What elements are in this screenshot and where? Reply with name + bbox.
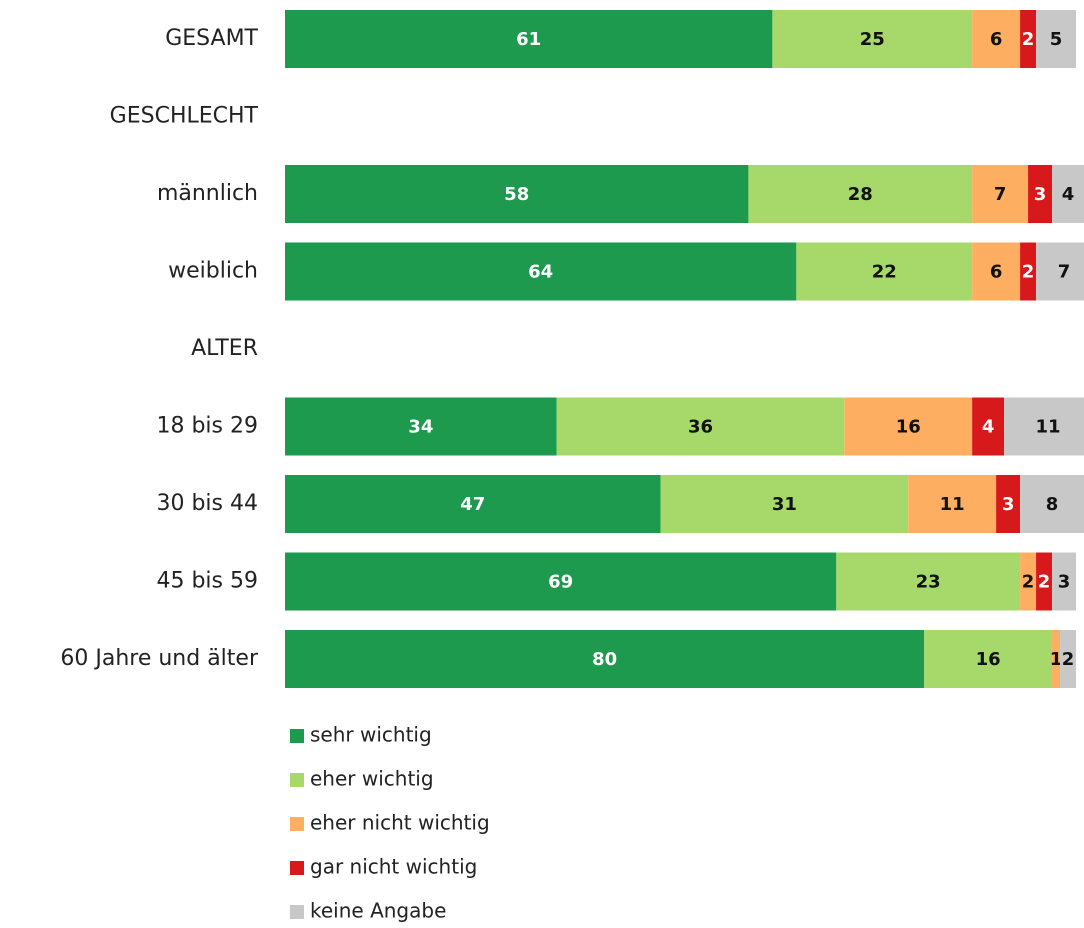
value-label: 2 bbox=[1038, 572, 1051, 593]
bar-segment bbox=[972, 165, 1029, 223]
value-label: 8 bbox=[1046, 494, 1059, 515]
bar-segment bbox=[1036, 242, 1084, 301]
category-label: 18 bis 29 bbox=[156, 414, 258, 439]
value-label: 2 bbox=[1062, 649, 1075, 670]
bar-segment bbox=[1020, 475, 1084, 533]
bar-segment bbox=[844, 397, 973, 456]
value-label: 16 bbox=[976, 649, 1001, 670]
bar-segment bbox=[1052, 630, 1061, 688]
category-label: 60 Jahre und älter bbox=[60, 646, 259, 671]
value-label: 4 bbox=[1062, 184, 1075, 205]
bar-segment bbox=[1020, 10, 1037, 68]
legend-label: eher nicht wichtig bbox=[310, 811, 490, 835]
legend-swatch bbox=[290, 861, 304, 875]
value-label: 69 bbox=[548, 572, 573, 593]
value-label: 61 bbox=[516, 29, 541, 50]
bar-segment bbox=[1036, 552, 1053, 611]
legend-label: eher wichtig bbox=[310, 767, 434, 791]
bar-segment bbox=[836, 552, 1021, 611]
bar-segment bbox=[1052, 165, 1084, 223]
value-label: 25 bbox=[860, 29, 885, 50]
bar-segment bbox=[285, 165, 749, 223]
bar-segment bbox=[1028, 165, 1053, 223]
legend-swatch bbox=[290, 905, 304, 919]
bar-segment bbox=[908, 475, 997, 533]
bar-segment bbox=[556, 397, 845, 456]
bar-segment bbox=[996, 475, 1021, 533]
bar-segment bbox=[1036, 10, 1077, 68]
category-label: GESCHLECHT bbox=[110, 104, 259, 129]
bar-segment bbox=[796, 242, 973, 301]
value-label: 3 bbox=[1034, 184, 1047, 205]
bar-segment bbox=[285, 397, 557, 456]
bar-segment bbox=[748, 165, 973, 223]
value-label: 23 bbox=[916, 572, 941, 593]
category-label: GESAMT bbox=[165, 26, 258, 51]
value-label: 36 bbox=[688, 417, 713, 438]
legend-swatch bbox=[290, 729, 304, 743]
bar-segment bbox=[660, 475, 909, 533]
bar-segment bbox=[972, 10, 1021, 68]
value-label: 1 bbox=[1050, 649, 1063, 670]
bar-segment bbox=[1020, 242, 1037, 301]
value-label: 3 bbox=[1002, 494, 1015, 515]
value-label: 28 bbox=[848, 184, 873, 205]
category-label: 30 bis 44 bbox=[156, 491, 258, 516]
bar-segment bbox=[285, 630, 925, 688]
bar-segment bbox=[972, 397, 1005, 456]
category-label: weiblich bbox=[168, 259, 258, 284]
bar-segment bbox=[1004, 397, 1084, 456]
value-label: 31 bbox=[772, 494, 797, 515]
value-label: 7 bbox=[994, 184, 1007, 205]
value-label: 64 bbox=[528, 262, 553, 283]
bar-segment bbox=[1052, 552, 1077, 611]
value-label: 2 bbox=[1022, 29, 1035, 50]
bar-segment bbox=[285, 10, 773, 68]
value-label: 5 bbox=[1050, 29, 1063, 50]
value-label: 80 bbox=[592, 649, 617, 670]
legend-label: gar nicht wichtig bbox=[310, 855, 477, 879]
value-label: 2 bbox=[1022, 262, 1035, 283]
value-label: 58 bbox=[504, 184, 529, 205]
bar-segment bbox=[924, 630, 1053, 688]
bar-segment bbox=[972, 242, 1021, 301]
bar-segment bbox=[1060, 630, 1077, 688]
value-label: 6 bbox=[990, 29, 1003, 50]
bar-segment bbox=[285, 242, 797, 301]
value-label: 47 bbox=[460, 494, 485, 515]
bar-segment bbox=[285, 552, 837, 611]
bar-segment bbox=[1020, 552, 1037, 611]
value-label: 22 bbox=[872, 262, 897, 283]
legend-label: keine Angabe bbox=[310, 899, 446, 923]
value-label: 3 bbox=[1058, 572, 1071, 593]
bar-segment bbox=[772, 10, 973, 68]
value-label: 4 bbox=[982, 417, 995, 438]
value-label: 16 bbox=[896, 417, 921, 438]
legend-label: sehr wichtig bbox=[310, 723, 432, 747]
category-label: männlich bbox=[157, 181, 258, 206]
value-label: 34 bbox=[408, 417, 433, 438]
category-label: ALTER bbox=[191, 336, 258, 361]
value-label: 11 bbox=[1036, 417, 1061, 438]
value-label: 2 bbox=[1022, 572, 1035, 593]
value-label: 11 bbox=[940, 494, 965, 515]
legend-swatch bbox=[290, 817, 304, 831]
category-label: 45 bis 59 bbox=[156, 569, 258, 594]
value-label: 6 bbox=[990, 262, 1003, 283]
bar-segment bbox=[285, 475, 661, 533]
value-label: 7 bbox=[1058, 262, 1071, 283]
legend-swatch bbox=[290, 773, 304, 787]
